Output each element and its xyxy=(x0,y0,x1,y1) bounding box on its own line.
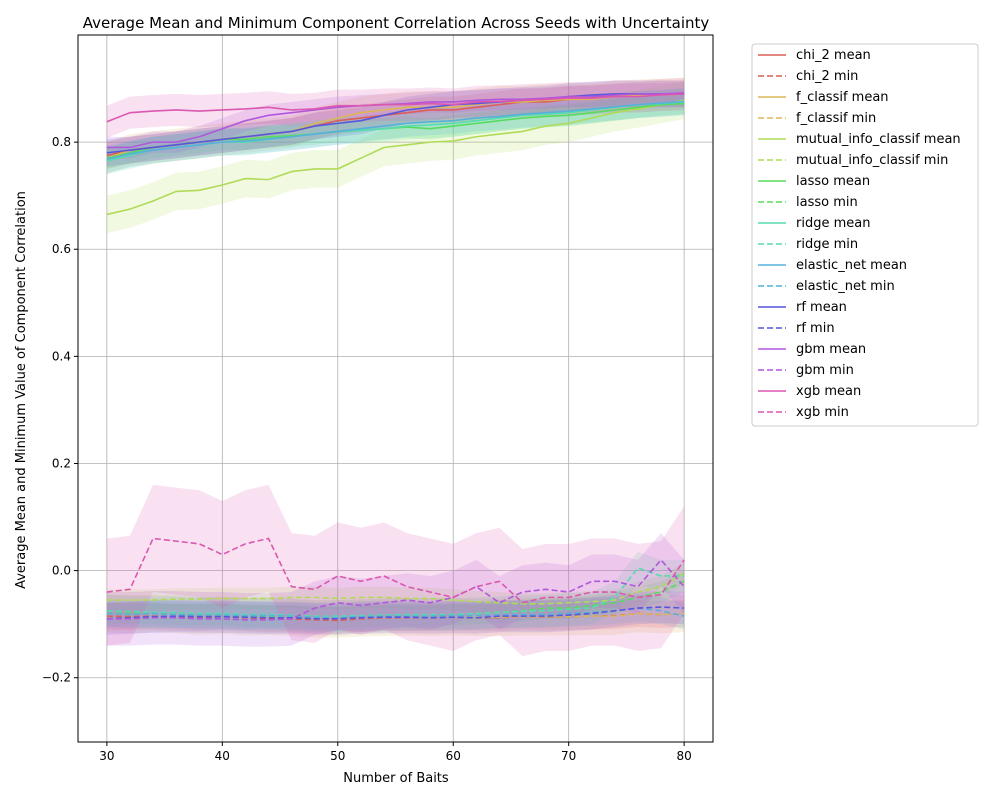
chi-2-min-legend-label: chi_2 min xyxy=(796,69,858,84)
mutual-info-classif-mean-line xyxy=(106,99,685,216)
f-classif-min-legend-label: f_classif min xyxy=(796,111,876,126)
y-tick-label: 0.0 xyxy=(52,564,71,578)
x-tick-label: 70 xyxy=(561,749,576,763)
lasso-mean-band xyxy=(106,92,685,169)
mutual-info-classif-min-band xyxy=(106,562,685,615)
lasso-mean-legend-label: lasso mean xyxy=(796,174,870,189)
legend-frame xyxy=(751,43,979,427)
y-axis-ticks: −0.2 0.0 0.2 0.4 0.6 0.8 xyxy=(42,135,78,685)
y-axis-label: Average Mean and Minimum Value of Compon… xyxy=(14,191,29,589)
rf-mean-legend-label: rf mean xyxy=(796,300,847,315)
xgb-min-legend-label: xgb min xyxy=(796,405,849,420)
rf-min-band xyxy=(106,590,685,635)
elastic-net-min-line xyxy=(106,607,685,619)
ridge-min-legend-label: ridge min xyxy=(796,237,858,252)
elastic-net-min-legend-label: elastic_net min xyxy=(796,279,895,294)
grid-lines xyxy=(78,35,713,742)
x-tick-label: 80 xyxy=(676,749,691,763)
rf-mean-line xyxy=(106,93,685,154)
chi-2-mean-legend-label: chi_2 mean xyxy=(796,48,871,63)
f-classif-mean-legend-label: f_classif mean xyxy=(796,90,889,105)
mutual-info-classif-min-line xyxy=(106,572,685,605)
x-axis-label: Number of Baits xyxy=(343,771,449,786)
elastic-net-mean-line xyxy=(106,100,685,161)
gbm-mean-legend-label: gbm mean xyxy=(796,342,866,357)
chart-title: Average Mean and Minimum Component Corre… xyxy=(83,14,710,32)
xgb-min-line xyxy=(106,537,685,604)
gbm-min-line xyxy=(106,558,685,621)
y-tick-label: 0.6 xyxy=(52,242,71,256)
ridge-min-line xyxy=(106,566,685,617)
x-tick-label: 30 xyxy=(99,749,114,763)
elastic-net-mean-legend-label: elastic_net mean xyxy=(796,258,907,273)
plot-area-frame xyxy=(77,34,714,743)
series-lines xyxy=(106,92,685,622)
gbm-min-legend-label: gbm min xyxy=(796,363,854,378)
x-tick-label: 50 xyxy=(330,749,345,763)
xgb-mean-line xyxy=(106,93,685,123)
rf-min-line xyxy=(106,606,685,620)
lasso-min-legend-label: lasso min xyxy=(796,195,858,210)
mutual-info-classif-mean-band xyxy=(106,81,685,234)
ridge-mean-legend-label: ridge mean xyxy=(796,216,870,231)
mutual-info-classif-mean-legend-label: mutual_info_classif mean xyxy=(796,132,961,147)
elastic-net-mean-band xyxy=(106,88,685,173)
ridge-min-band xyxy=(106,551,685,633)
xgb-mean-legend-label: xgb mean xyxy=(796,384,861,399)
legend: chi_2 mean chi_2 min f_classif mean f_class… xyxy=(751,43,979,427)
y-tick-label: 0.8 xyxy=(52,135,71,149)
x-axis-ticks: 30 40 50 60 70 80 xyxy=(99,742,692,763)
y-tick-label: 0.2 xyxy=(52,456,71,470)
x-tick-label: 60 xyxy=(446,749,461,763)
y-tick-label: 0.4 xyxy=(52,349,71,363)
x-tick-label: 40 xyxy=(215,749,230,763)
rf-min-legend-label: rf min xyxy=(796,321,835,336)
mutual-info-classif-min-legend-label: mutual_info_classif min xyxy=(796,153,948,168)
ridge-mean-band xyxy=(106,88,685,175)
y-tick-label: −0.2 xyxy=(42,671,71,685)
xgb-min-band xyxy=(106,484,685,657)
